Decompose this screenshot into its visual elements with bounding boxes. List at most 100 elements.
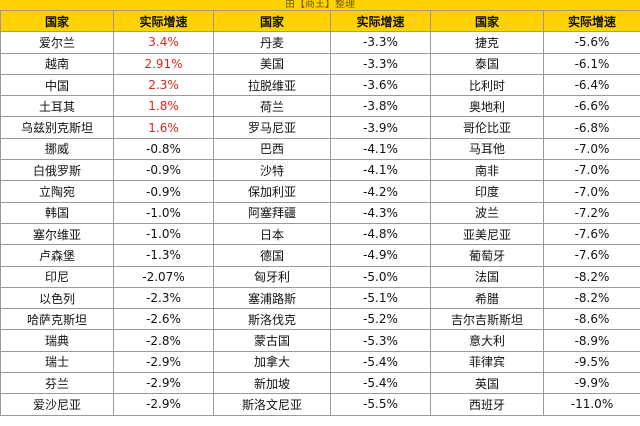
country-cell: 拉脱维亚: [213, 73, 331, 97]
growth-rate-cell: -4.2%: [330, 180, 431, 203]
growth-rate-cell: -7.0%: [543, 137, 640, 161]
growth-rate-cell: -8.2%: [543, 265, 640, 288]
table-row: 越南 2.91% 美国 -3.3% 泰国 -6.1%: [0, 52, 640, 75]
table-row: 白俄罗斯 -0.9% 沙特 -4.1% 南非 -7.0%: [0, 159, 640, 182]
country-cell: 奥地利: [430, 95, 544, 118]
growth-rate-cell: -5.4%: [330, 372, 431, 395]
country-cell: 印尼: [0, 265, 114, 288]
growth-rate-cell: -4.1%: [330, 159, 431, 182]
growth-rate-cell: -7.2%: [543, 201, 640, 224]
growth-rate-cell: -7.6%: [543, 222, 640, 246]
growth-rate-cell: -0.9%: [113, 159, 214, 182]
col-header-country-1: 国家: [0, 9, 114, 33]
country-cell: 土耳其: [0, 95, 114, 118]
growth-rate-cell: -6.4%: [543, 73, 640, 97]
country-cell: 挪威: [0, 137, 114, 161]
growth-rate-cell: 3.4%: [113, 31, 214, 54]
country-cell: 吉尔吉斯斯坦: [430, 308, 544, 331]
growth-rate-cell: -4.8%: [330, 222, 431, 246]
country-cell: 保加利亚: [213, 180, 331, 203]
growth-rate-cell: -5.6%: [543, 31, 640, 54]
source-banner: 由【商王】整理: [0, 0, 640, 10]
country-cell: 南非: [430, 159, 544, 182]
country-cell: 塞浦路斯: [213, 286, 331, 310]
col-header-country-2: 国家: [213, 9, 331, 33]
country-cell: 阿塞拜疆: [213, 201, 331, 224]
col-header-rate-1: 实际增速: [113, 9, 214, 33]
growth-rate-cell: -11.0%: [543, 393, 640, 416]
growth-rate-cell: -3.6%: [330, 73, 431, 97]
country-cell: 哈萨克斯坦: [0, 308, 114, 331]
table-row: 以色列 -2.3% 塞浦路斯 -5.1% 希腊 -8.2%: [0, 286, 640, 310]
country-cell: 德国: [213, 244, 331, 267]
growth-rate-cell: -3.9%: [330, 116, 431, 139]
country-cell: 亚美尼亚: [430, 222, 544, 246]
growth-rate-cell: -7.0%: [543, 159, 640, 182]
table-row: 爱尔兰 3.4% 丹麦 -3.3% 捷克 -5.6%: [0, 31, 640, 54]
country-cell: 白俄罗斯: [0, 159, 114, 182]
table-row: 塞尔维亚 -1.0% 日本 -4.8% 亚美尼亚 -7.6%: [0, 222, 640, 246]
country-cell: 加拿大: [213, 350, 331, 374]
country-cell: 波兰: [430, 201, 544, 224]
growth-rate-cell: -5.4%: [330, 350, 431, 374]
growth-rate-cell: -8.6%: [543, 308, 640, 331]
country-cell: 中国: [0, 73, 114, 97]
table-row: 中国 2.3% 拉脱维亚 -3.6% 比利时 -6.4%: [0, 73, 640, 97]
country-cell: 意大利: [430, 329, 544, 352]
growth-rate-cell: -4.1%: [330, 137, 431, 161]
country-cell: 印度: [430, 180, 544, 203]
country-cell: 爱尔兰: [0, 31, 114, 54]
country-cell: 新加坡: [213, 372, 331, 395]
growth-rate-cell: -5.3%: [330, 329, 431, 352]
country-cell: 以色列: [0, 286, 114, 310]
table-row: 印尼 -2.07% 匈牙利 -5.0% 法国 -8.2%: [0, 265, 640, 288]
growth-rate-cell: -6.8%: [543, 116, 640, 139]
col-header-rate-2: 实际增速: [330, 9, 431, 33]
growth-rate-cell: -7.6%: [543, 244, 640, 267]
country-cell: 希腊: [430, 286, 544, 310]
table-row: 土耳其 1.8% 荷兰 -3.8% 奥地利 -6.6%: [0, 95, 640, 118]
growth-rate-cell: 1.8%: [113, 95, 214, 118]
country-cell: 捷克: [430, 31, 544, 54]
table-row: 爱沙尼亚 -2.9% 斯洛文尼亚 -5.5% 西班牙 -11.0%: [0, 393, 640, 416]
country-cell: 斯洛文尼亚: [213, 393, 331, 416]
country-cell: 立陶宛: [0, 180, 114, 203]
country-cell: 卢森堡: [0, 244, 114, 267]
country-cell: 瑞士: [0, 350, 114, 374]
country-cell: 荷兰: [213, 95, 331, 118]
header-row: 国家 实际增速 国家 实际增速 国家 实际增速: [0, 9, 640, 33]
country-cell: 韩国: [0, 201, 114, 224]
growth-rate-cell: -8.9%: [543, 329, 640, 352]
growth-rate-cell: -1.3%: [113, 244, 214, 267]
growth-rate-cell: -2.6%: [113, 308, 214, 331]
table-row: 卢森堡 -1.3% 德国 -4.9% 葡萄牙 -7.6%: [0, 244, 640, 267]
country-cell: 马耳他: [430, 137, 544, 161]
growth-rate-cell: -9.5%: [543, 350, 640, 374]
country-cell: 比利时: [430, 73, 544, 97]
growth-rate-cell: -2.9%: [113, 393, 214, 416]
country-cell: 泰国: [430, 52, 544, 75]
country-cell: 芬兰: [0, 372, 114, 395]
growth-rate-cell: -0.8%: [113, 137, 214, 161]
country-cell: 法国: [430, 265, 544, 288]
country-cell: 日本: [213, 222, 331, 246]
country-cell: 塞尔维亚: [0, 222, 114, 246]
growth-rate-table: 国家 实际增速 国家 实际增速 国家 实际增速 爱尔兰 3.4% 丹麦 -3.3% 捷克…: [0, 9, 640, 416]
table-row: 芬兰 -2.9% 新加坡 -5.4% 英国 -9.9%: [0, 372, 640, 395]
growth-rate-cell: -7.0%: [543, 180, 640, 203]
table-row: 韩国 -1.0% 阿塞拜疆 -4.3% 波兰 -7.2%: [0, 201, 640, 224]
growth-rate-cell: -9.9%: [543, 372, 640, 395]
country-cell: 英国: [430, 372, 544, 395]
growth-rate-cell: -1.0%: [113, 222, 214, 246]
country-cell: 沙特: [213, 159, 331, 182]
growth-rate-cell: -3.3%: [330, 52, 431, 75]
growth-rate-cell: -6.1%: [543, 52, 640, 75]
growth-rate-cell: -4.9%: [330, 244, 431, 267]
growth-rate-cell: 2.3%: [113, 73, 214, 97]
growth-rate-cell: -5.0%: [330, 265, 431, 288]
col-header-rate-3: 实际增速: [543, 9, 640, 33]
growth-rate-cell: -2.8%: [113, 329, 214, 352]
country-cell: 斯洛伐克: [213, 308, 331, 331]
growth-rate-cell: -6.6%: [543, 95, 640, 118]
